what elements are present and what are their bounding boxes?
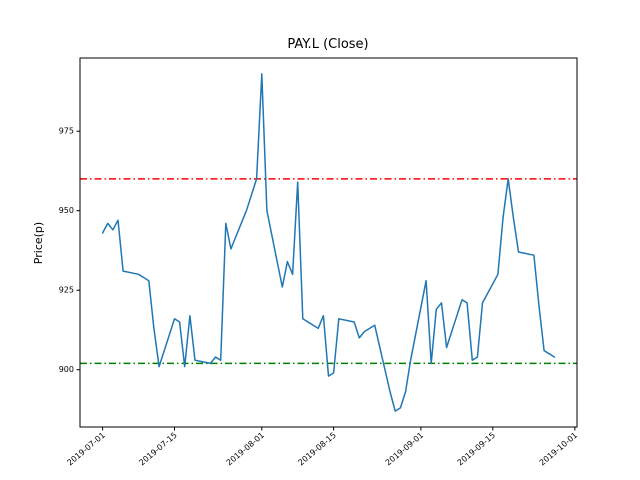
chart-title: PAY.L (Close): [287, 37, 368, 52]
x-tick-label: 2019-08-15: [296, 431, 337, 468]
y-axis-label: Price(p): [32, 222, 45, 264]
price-line: [101, 73, 556, 412]
x-tick-label: 2019-08-01: [225, 431, 266, 468]
x-tick-label: 2019-07-15: [137, 431, 178, 468]
y-tick-label: 925: [59, 286, 74, 295]
x-tick-label: 2019-10-01: [538, 431, 579, 468]
y-tick-label: 900: [59, 365, 74, 374]
x-tick-label: 2019-09-15: [456, 431, 497, 468]
x-tick-label: 2019-07-01: [65, 431, 106, 468]
x-tick-label: 2019-09-01: [384, 431, 425, 468]
y-tick-label: 950: [59, 206, 74, 215]
y-tick-label: 975: [59, 127, 74, 136]
axes-border: [79, 57, 578, 428]
